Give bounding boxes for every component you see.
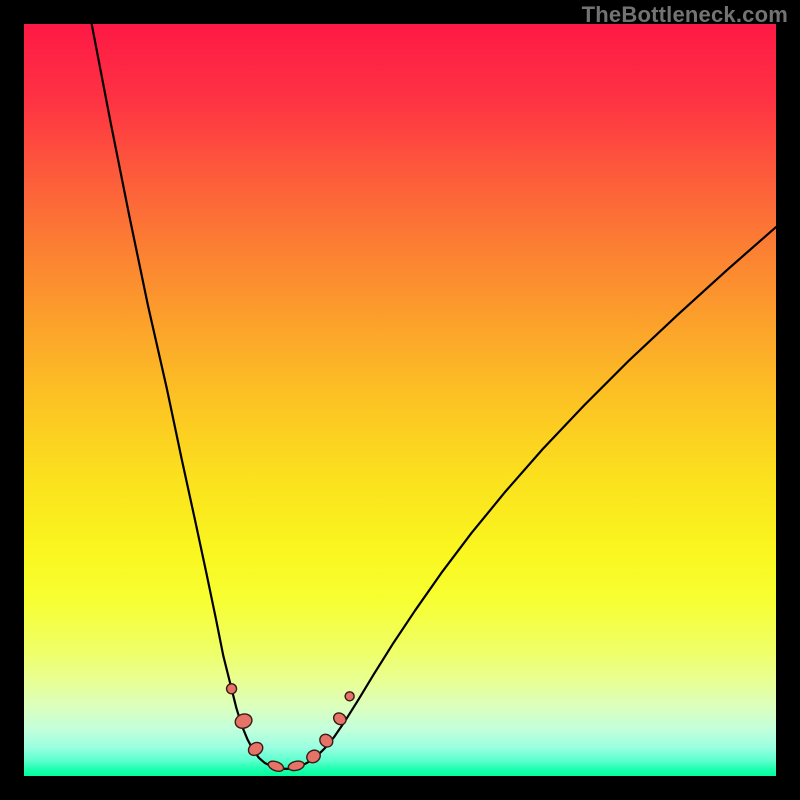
chart-frame: TheBottleneck.com: [0, 0, 800, 800]
watermark-text: TheBottleneck.com: [582, 2, 788, 28]
bottleneck-curve-chart: [24, 24, 776, 776]
gradient-background: [24, 24, 776, 776]
plot-area: [24, 24, 776, 776]
